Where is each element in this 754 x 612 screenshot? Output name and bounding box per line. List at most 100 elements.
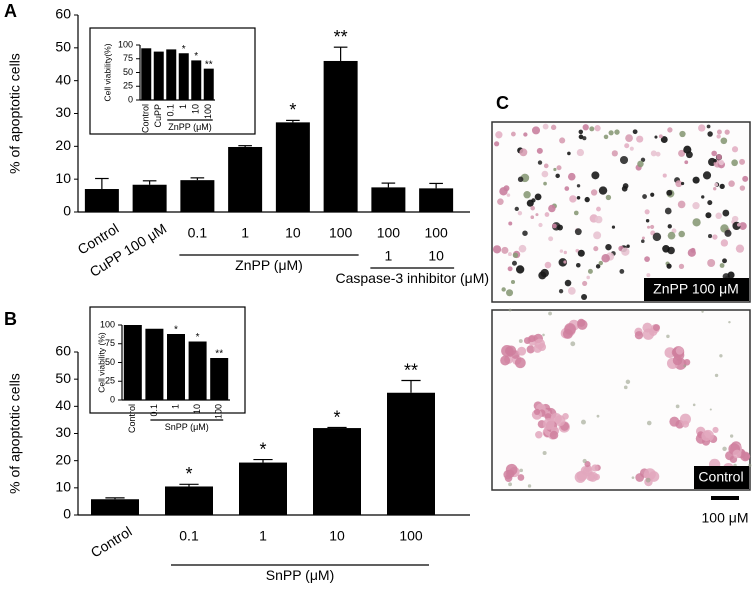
cell <box>516 265 525 274</box>
cell <box>692 403 696 407</box>
cell <box>537 160 543 165</box>
bar <box>371 187 406 212</box>
group-label: SnPP (μM) <box>265 567 335 583</box>
x-tick-label: 1 <box>241 225 249 241</box>
significance-mark: ** <box>404 360 418 380</box>
cell <box>556 165 562 171</box>
cell <box>654 135 658 139</box>
cell <box>625 379 631 385</box>
cell <box>518 339 523 343</box>
cell <box>692 176 700 184</box>
cell <box>720 137 728 145</box>
cell <box>678 263 685 270</box>
x-tick-label: 1 <box>178 104 188 109</box>
cell <box>644 256 650 262</box>
cell <box>678 149 686 157</box>
cell <box>667 231 676 240</box>
cell <box>701 430 712 442</box>
bar <box>84 189 119 212</box>
error-bar <box>142 180 157 185</box>
cell <box>527 484 532 488</box>
cell <box>641 239 645 243</box>
cell <box>623 385 628 390</box>
cell <box>692 218 701 227</box>
cell <box>675 180 683 188</box>
cell <box>511 260 517 266</box>
cell <box>650 150 657 157</box>
cell <box>658 134 663 139</box>
x-tick-label: 100 <box>399 528 423 544</box>
bar <box>323 60 358 212</box>
cell <box>637 160 644 168</box>
cell <box>517 474 525 481</box>
cell <box>706 124 711 129</box>
group-label: SnPP (μM) <box>164 422 209 432</box>
cell <box>517 346 527 356</box>
significance-mark: ** <box>205 59 213 70</box>
cell <box>692 202 700 210</box>
cell <box>548 204 556 213</box>
cell <box>622 183 629 189</box>
cell <box>578 134 584 140</box>
cell <box>533 408 541 416</box>
cell <box>557 224 563 231</box>
group-label-box: ZnPP (μM) <box>235 257 303 273</box>
cell <box>722 209 730 217</box>
x-tick-label: Control <box>127 404 137 433</box>
cell <box>570 341 576 347</box>
cell <box>634 331 644 340</box>
cell <box>716 129 722 135</box>
cell <box>707 131 713 137</box>
panel-label: B <box>4 309 17 329</box>
x-tick-label: CuPP <box>153 104 163 128</box>
cell <box>666 263 672 269</box>
cell <box>594 215 603 224</box>
cell <box>705 212 712 219</box>
cell <box>718 159 725 166</box>
cell <box>732 449 742 459</box>
cell <box>582 124 589 131</box>
cell <box>683 364 687 368</box>
group-label-box: SnPP (μM) <box>265 567 335 583</box>
error-bar <box>238 145 252 147</box>
cell <box>636 135 644 143</box>
cell <box>575 262 581 268</box>
x-tick-label: 100 <box>214 404 224 419</box>
error-bar <box>95 177 109 190</box>
cell <box>624 143 630 149</box>
y-axis-label: Cell viability(%) <box>102 43 112 101</box>
cell <box>530 205 535 211</box>
y-tick-label: 100 <box>100 319 115 329</box>
cell <box>675 404 680 409</box>
y-tick-label: 20 <box>55 137 71 153</box>
bar <box>165 486 213 515</box>
cell <box>517 176 524 183</box>
cell <box>517 210 523 216</box>
bar <box>313 428 361 515</box>
cell <box>542 450 547 455</box>
cell <box>711 150 717 157</box>
cell <box>739 185 746 191</box>
bar <box>191 60 202 100</box>
cell <box>510 279 516 285</box>
cell <box>564 186 570 191</box>
cell <box>553 167 557 172</box>
cell <box>501 246 509 254</box>
cell <box>593 246 599 252</box>
cell <box>640 157 646 162</box>
cell <box>598 260 604 266</box>
cell <box>507 350 514 357</box>
significance-mark: * <box>289 100 296 120</box>
y-tick-label: 40 <box>55 397 71 413</box>
cell <box>523 337 531 344</box>
error-bar <box>190 177 205 181</box>
cell <box>652 232 662 242</box>
cell <box>679 130 686 138</box>
image-label-bg <box>644 278 749 301</box>
cell <box>614 129 620 135</box>
y-axis-label: Cell viability (%) <box>96 332 106 393</box>
x-tick-label: 0.1 <box>179 528 199 544</box>
bar <box>387 392 435 515</box>
x-tick-label: 100 <box>203 104 213 119</box>
bar <box>141 48 152 100</box>
